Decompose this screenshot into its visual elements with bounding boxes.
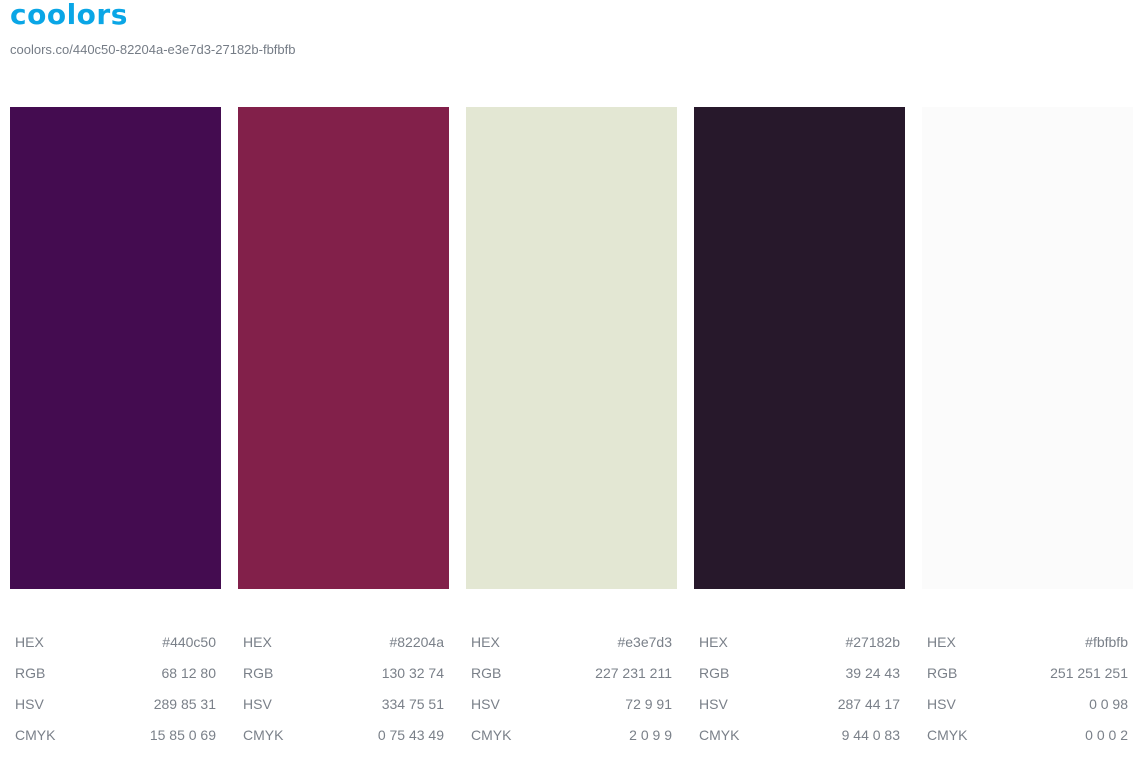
rgb-value[interactable]: 251 251 251 — [1050, 665, 1128, 681]
hsv-value[interactable]: 0 0 98 — [1089, 696, 1128, 712]
cmyk-row: CMYK 0 75 43 49 — [243, 727, 444, 758]
rgb-label: RGB — [15, 665, 46, 681]
coolors-logo[interactable]: coolors — [10, 0, 128, 31]
cmyk-row: CMYK 9 44 0 83 — [699, 727, 900, 758]
hsv-value[interactable]: 334 75 51 — [381, 696, 444, 712]
palette-url: coolors.co/440c50-82204a-e3e7d3-27182b-f… — [10, 42, 296, 57]
color-swatch[interactable] — [10, 107, 221, 589]
cmyk-label: CMYK — [15, 727, 56, 743]
cmyk-label: CMYK — [699, 727, 740, 743]
cmyk-row: CMYK 2 0 9 9 — [471, 727, 672, 758]
hsv-value[interactable]: 72 9 91 — [625, 696, 672, 712]
cmyk-label: CMYK — [927, 727, 968, 743]
rgb-row: RGB 251 251 251 — [927, 665, 1128, 696]
color-swatch[interactable] — [694, 107, 905, 589]
hsv-value[interactable]: 287 44 17 — [837, 696, 900, 712]
hex-row: HEX #27182b — [699, 634, 900, 665]
hsv-label: HSV — [471, 696, 500, 712]
hex-value[interactable]: #440c50 — [162, 634, 216, 650]
rgb-value[interactable]: 130 32 74 — [381, 665, 444, 681]
color-column: HEX #440c50 RGB 68 12 80 HSV 289 85 31 C… — [10, 107, 221, 758]
color-swatch[interactable] — [466, 107, 677, 589]
color-info: HEX #e3e7d3 RGB 227 231 211 HSV 72 9 91 … — [466, 634, 677, 758]
color-info: HEX #82204a RGB 130 32 74 HSV 334 75 51 … — [238, 634, 449, 758]
hsv-row: HSV 334 75 51 — [243, 696, 444, 727]
hex-label: HEX — [927, 634, 956, 650]
hex-label: HEX — [471, 634, 500, 650]
cmyk-value[interactable]: 15 85 0 69 — [149, 727, 216, 743]
rgb-label: RGB — [927, 665, 958, 681]
rgb-row: RGB 130 32 74 — [243, 665, 444, 696]
cmyk-row: CMYK 0 0 0 2 — [927, 727, 1128, 758]
hex-value[interactable]: #e3e7d3 — [617, 634, 672, 650]
hsv-label: HSV — [15, 696, 44, 712]
cmyk-value[interactable]: 9 44 0 83 — [841, 727, 900, 743]
cmyk-value[interactable]: 0 75 43 49 — [377, 727, 444, 743]
cmyk-value[interactable]: 2 0 9 9 — [629, 727, 672, 743]
hex-value[interactable]: #27182b — [845, 634, 900, 650]
color-swatch[interactable] — [922, 107, 1133, 589]
rgb-row: RGB 68 12 80 — [15, 665, 216, 696]
hsv-value[interactable]: 289 85 31 — [153, 696, 216, 712]
rgb-value[interactable]: 39 24 43 — [845, 665, 901, 681]
color-column: HEX #e3e7d3 RGB 227 231 211 HSV 72 9 91 … — [466, 107, 677, 758]
rgb-value[interactable]: 68 12 80 — [161, 665, 217, 681]
color-swatch[interactable] — [238, 107, 449, 589]
hex-row: HEX #fbfbfb — [927, 634, 1128, 665]
rgb-label: RGB — [471, 665, 502, 681]
rgb-row: RGB 227 231 211 — [471, 665, 672, 696]
hsv-row: HSV 289 85 31 — [15, 696, 216, 727]
hex-label: HEX — [15, 634, 44, 650]
hex-row: HEX #82204a — [243, 634, 444, 665]
color-info: HEX #440c50 RGB 68 12 80 HSV 289 85 31 C… — [10, 634, 221, 758]
cmyk-label: CMYK — [471, 727, 512, 743]
palette: HEX #440c50 RGB 68 12 80 HSV 289 85 31 C… — [10, 107, 1133, 758]
hex-row: HEX #e3e7d3 — [471, 634, 672, 665]
color-column: HEX #82204a RGB 130 32 74 HSV 334 75 51 … — [238, 107, 449, 758]
rgb-label: RGB — [243, 665, 274, 681]
hex-label: HEX — [243, 634, 272, 650]
hsv-label: HSV — [243, 696, 272, 712]
hex-row: HEX #440c50 — [15, 634, 216, 665]
color-info: HEX #27182b RGB 39 24 43 HSV 287 44 17 C… — [694, 634, 905, 758]
hsv-row: HSV 0 0 98 — [927, 696, 1128, 727]
cmyk-label: CMYK — [243, 727, 284, 743]
hsv-row: HSV 287 44 17 — [699, 696, 900, 727]
color-column: HEX #27182b RGB 39 24 43 HSV 287 44 17 C… — [694, 107, 905, 758]
hsv-row: HSV 72 9 91 — [471, 696, 672, 727]
hsv-label: HSV — [927, 696, 956, 712]
cmyk-row: CMYK 15 85 0 69 — [15, 727, 216, 758]
hex-value[interactable]: #82204a — [389, 634, 444, 650]
rgb-label: RGB — [699, 665, 730, 681]
rgb-row: RGB 39 24 43 — [699, 665, 900, 696]
hex-label: HEX — [699, 634, 728, 650]
hex-value[interactable]: #fbfbfb — [1085, 634, 1128, 650]
color-column: HEX #fbfbfb RGB 251 251 251 HSV 0 0 98 C… — [922, 107, 1133, 758]
rgb-value[interactable]: 227 231 211 — [595, 665, 672, 681]
cmyk-value[interactable]: 0 0 0 2 — [1085, 727, 1128, 743]
hsv-label: HSV — [699, 696, 728, 712]
color-info: HEX #fbfbfb RGB 251 251 251 HSV 0 0 98 C… — [922, 634, 1133, 758]
